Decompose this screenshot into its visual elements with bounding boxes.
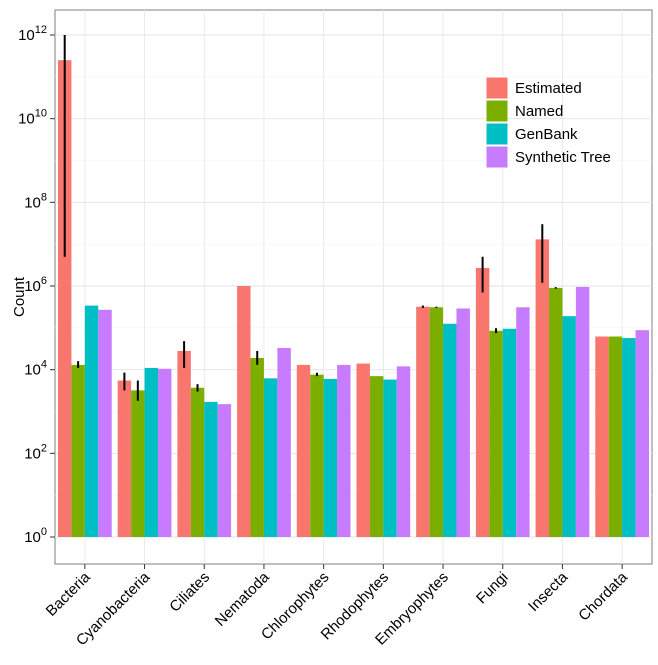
- x-tick-label: Fungi: [473, 569, 512, 608]
- y-tick-label: 1010: [18, 108, 47, 128]
- legend-key: [485, 99, 509, 123]
- bar-genbank-insecta: [562, 316, 576, 537]
- bar-named-fungi: [489, 330, 503, 537]
- bar-named-cyanobacteria: [131, 390, 145, 537]
- x-tick-label: Chordata: [575, 568, 631, 624]
- bar-genbank-nematoda: [263, 378, 278, 537]
- bar-estimated-fungi: [475, 267, 490, 537]
- x-tick-label: Insecta: [525, 568, 572, 615]
- bars: [57, 60, 650, 538]
- bar-genbank-chordata: [622, 338, 636, 537]
- legend-label: Synthetic Tree: [515, 149, 611, 166]
- bar-synthetic-tree-nematoda: [277, 347, 291, 537]
- legend-label: Named: [515, 103, 563, 120]
- bar-synthetic-tree-rhodophytes: [396, 366, 411, 537]
- x-tick-label: Bacteria: [43, 568, 94, 619]
- bar-estimated-cyanobacteria: [117, 380, 132, 537]
- bar-genbank-bacteria: [84, 305, 99, 537]
- bar-named-ciliates: [190, 387, 205, 537]
- legend-key: [485, 76, 509, 100]
- bar-estimated-bacteria: [57, 60, 72, 537]
- bar-named-bacteria: [71, 364, 85, 537]
- y-tick-label: 1012: [18, 24, 47, 44]
- bar-genbank-chlorophytes: [323, 378, 338, 537]
- legend-key: [485, 145, 509, 169]
- bar-named-chordata: [608, 336, 623, 537]
- bar-estimated-rhodophytes: [356, 363, 370, 537]
- bar-estimated-embryophytes: [416, 306, 430, 537]
- bar-synthetic-tree-fungi: [516, 307, 530, 537]
- x-tick-label: Ciliates: [166, 569, 213, 616]
- bar-estimated-nematoda: [237, 286, 251, 537]
- bar-named-insecta: [549, 287, 563, 537]
- bar-genbank-embryophytes: [443, 323, 457, 537]
- bar-synthetic-tree-bacteria: [98, 309, 112, 537]
- bar-synthetic-tree-embryophytes: [456, 308, 470, 537]
- legend-key: [485, 122, 509, 146]
- bar-genbank-ciliates: [204, 401, 218, 537]
- bar-named-nematoda: [250, 358, 264, 537]
- bar-estimated-chlorophytes: [296, 364, 311, 537]
- bar-synthetic-tree-chordata: [635, 330, 650, 537]
- y-axis-title: Count: [11, 276, 28, 317]
- y-axis: 100 102 104 106 108 1010 1012: [18, 24, 55, 546]
- error-bars: [63, 35, 557, 401]
- bar-named-chlorophytes: [310, 374, 324, 537]
- bar-synthetic-tree-ciliates: [217, 404, 232, 537]
- bar-genbank-fungi: [502, 328, 517, 537]
- bar-estimated-ciliates: [177, 350, 191, 537]
- legend-label: GenBank: [515, 126, 578, 143]
- x-tick-label: Nematoda: [212, 568, 273, 629]
- y-tick-label: 108: [24, 191, 47, 211]
- bar-genbank-rhodophytes: [383, 379, 397, 537]
- y-tick-label: 104: [24, 359, 47, 379]
- bar-synthetic-tree-cyanobacteria: [157, 368, 172, 537]
- bar-estimated-chordata: [595, 336, 609, 537]
- bar-named-rhodophytes: [369, 376, 384, 537]
- y-tick-label: 102: [24, 442, 47, 462]
- bar-synthetic-tree-insecta: [575, 286, 590, 537]
- bar-named-embryophytes: [429, 307, 444, 537]
- bar-synthetic-tree-chlorophytes: [337, 364, 351, 537]
- legend-label: Estimated: [515, 80, 582, 97]
- y-tick-label: 106: [24, 275, 47, 295]
- y-tick-label: 100: [24, 526, 47, 546]
- bar-genbank-cyanobacteria: [144, 367, 158, 537]
- bar-estimated-insecta: [535, 239, 550, 538]
- legend: Estimated Named GenBank Synthetic Tree: [485, 76, 611, 169]
